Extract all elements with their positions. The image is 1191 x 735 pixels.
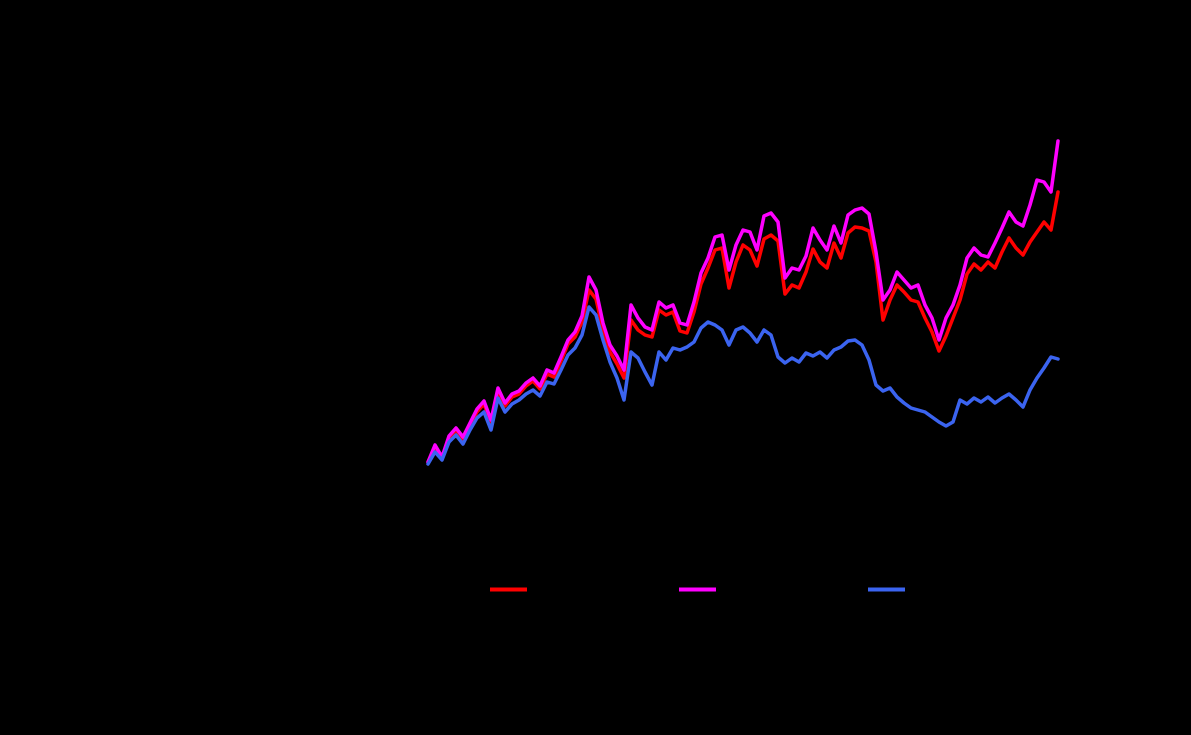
- series-group: [426, 139, 1060, 466]
- series-line-blue: [426, 305, 1060, 466]
- series-line-red: [426, 190, 1060, 464]
- series-line-magenta: [426, 139, 1060, 464]
